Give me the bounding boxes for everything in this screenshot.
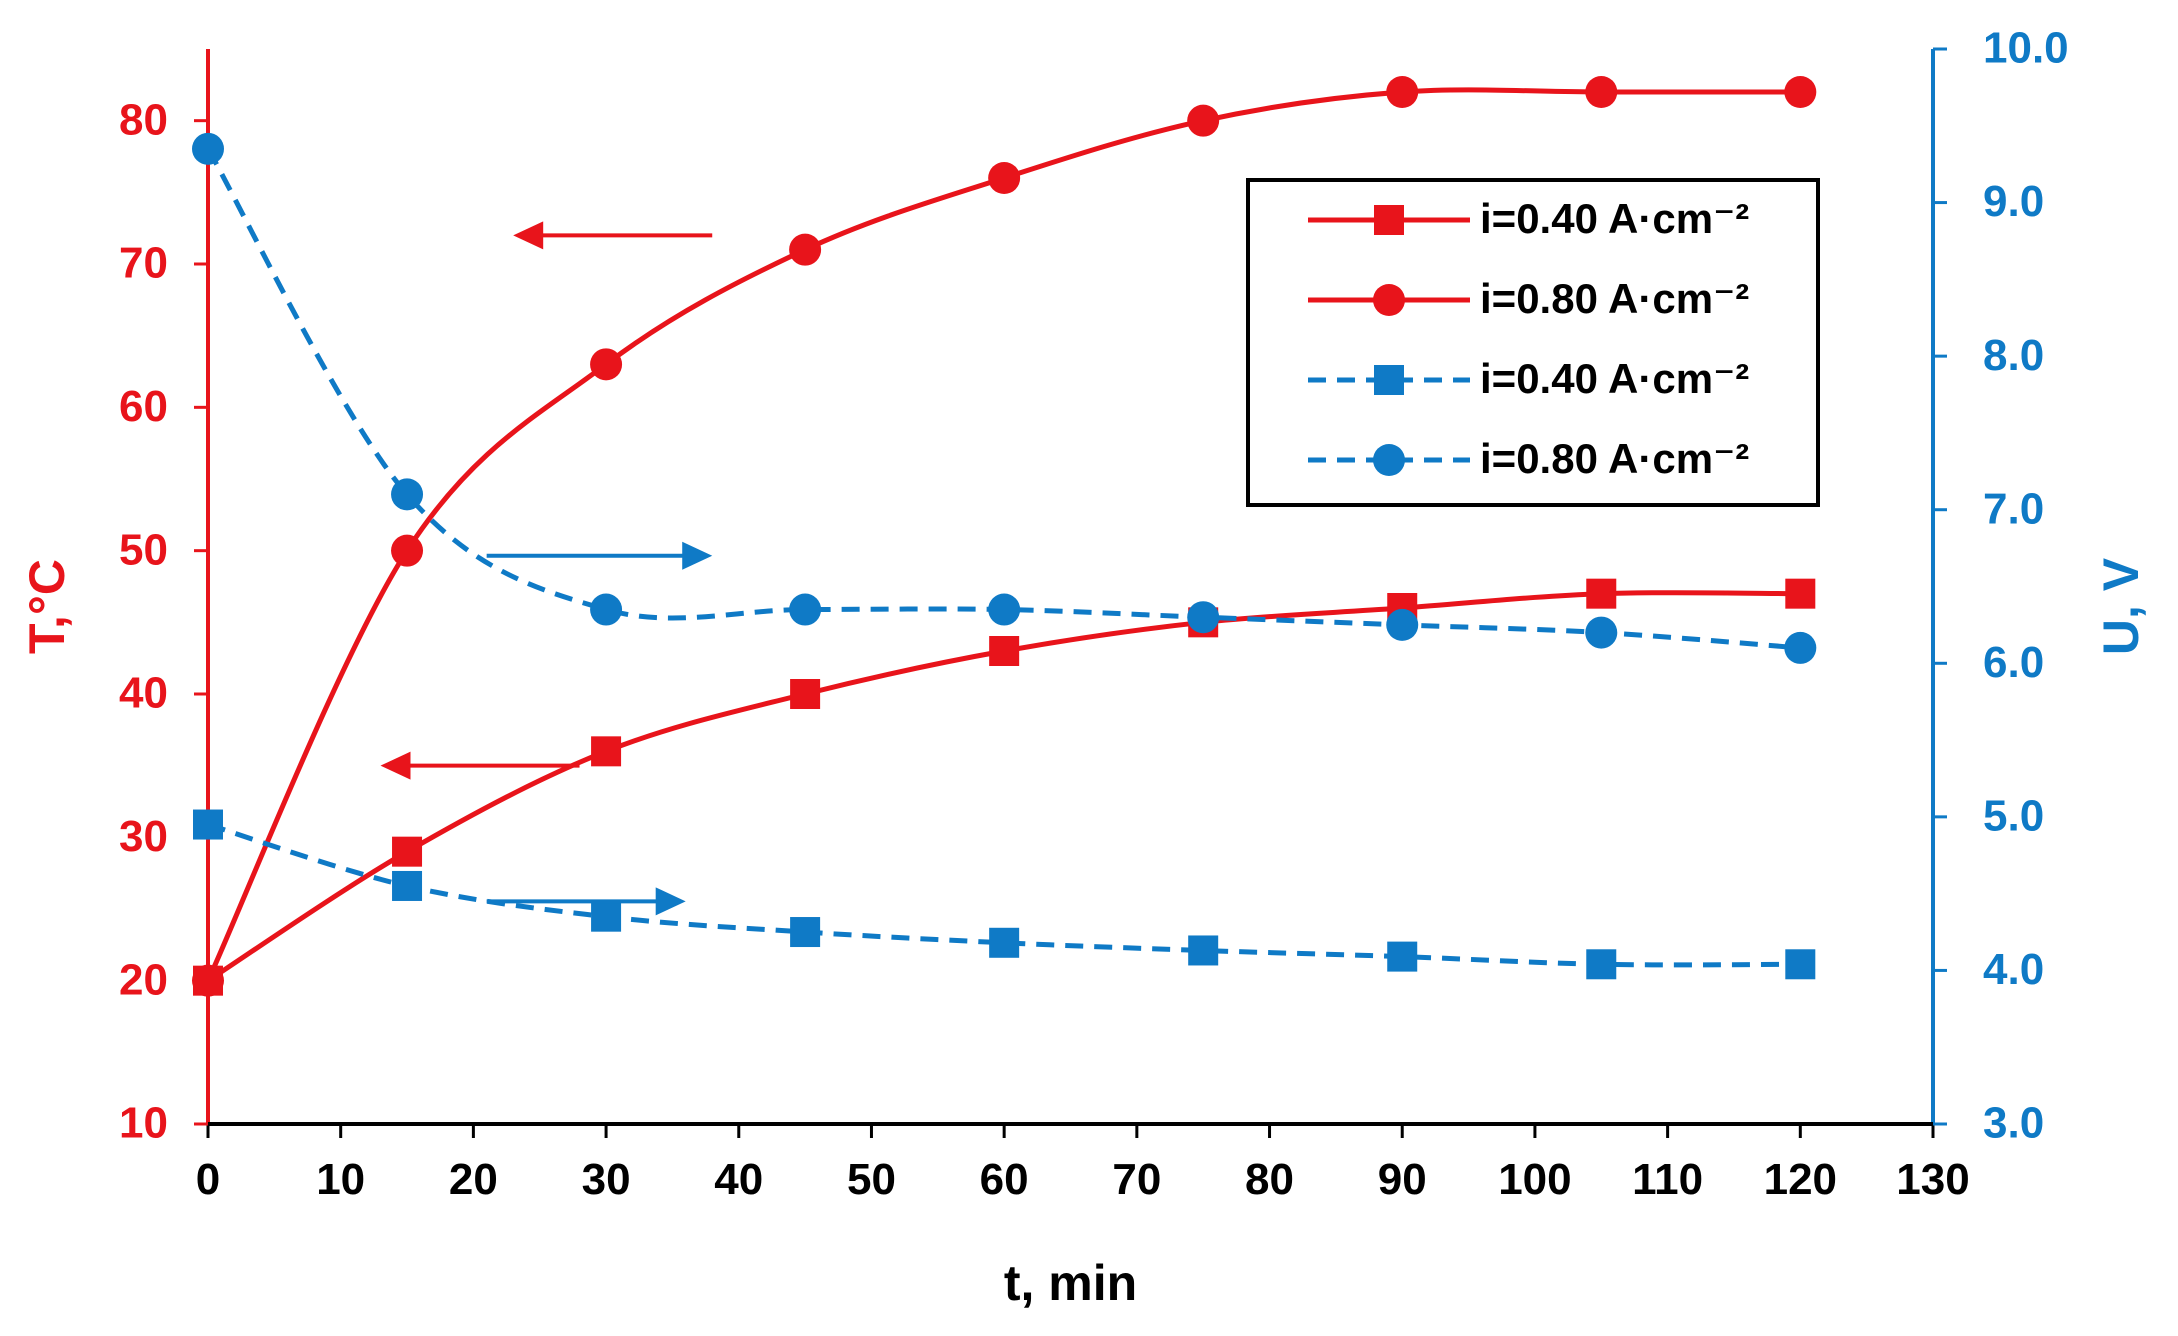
arrow-head bbox=[655, 887, 686, 916]
arrow-head bbox=[380, 751, 411, 780]
series-2-t-circle bbox=[192, 76, 1817, 997]
x-tick-label: 130 bbox=[1896, 1155, 1969, 1204]
data-point bbox=[392, 870, 423, 901]
x-tick-label: 30 bbox=[582, 1155, 631, 1204]
left-y-tick-label: 10 bbox=[119, 1099, 168, 1148]
data-point bbox=[989, 636, 1020, 666]
legend-marker bbox=[1373, 284, 1405, 316]
series-4-u-circle bbox=[192, 132, 1817, 664]
right-y-tick-label: 7.0 bbox=[1983, 484, 2044, 533]
legend-marker bbox=[1374, 205, 1404, 235]
data-point bbox=[1187, 104, 1220, 137]
arrow-head bbox=[682, 541, 713, 570]
left-y-tick-label: 60 bbox=[119, 382, 168, 431]
legend-label: i=0.80 A·cm⁻² bbox=[1480, 275, 1749, 322]
data-point bbox=[1387, 941, 1418, 972]
legend-marker bbox=[1374, 365, 1404, 395]
data-point bbox=[391, 478, 424, 511]
right-y-tick-label: 5.0 bbox=[1983, 791, 2044, 840]
arrow-left bbox=[513, 221, 713, 250]
data-point bbox=[392, 836, 423, 867]
legend-label: i=0.80 A·cm⁻² bbox=[1480, 435, 1749, 482]
data-point bbox=[1585, 76, 1618, 108]
legend-entry: i=0.40 A·cm⁻² bbox=[1308, 195, 1749, 242]
data-point bbox=[1585, 616, 1618, 649]
annotations-layer bbox=[380, 221, 713, 916]
legend-label: i=0.40 A·cm⁻² bbox=[1480, 195, 1749, 242]
data-point bbox=[591, 736, 622, 767]
x-tick-label: 90 bbox=[1378, 1155, 1427, 1204]
series-line bbox=[205, 147, 1801, 651]
data-point bbox=[1386, 76, 1419, 108]
legend-label: i=0.40 A·cm⁻² bbox=[1480, 355, 1749, 402]
data-point bbox=[988, 593, 1021, 626]
legend-entry: i=0.80 A·cm⁻² bbox=[1308, 435, 1749, 482]
data-point bbox=[789, 593, 822, 626]
legend-box bbox=[1246, 178, 1820, 507]
x-tick-label: 100 bbox=[1498, 1155, 1571, 1204]
right-y-tick-label: 6.0 bbox=[1983, 638, 2044, 687]
data-point bbox=[1586, 949, 1617, 980]
left-y-tick-label: 20 bbox=[119, 955, 168, 1004]
data-point bbox=[192, 964, 224, 997]
right-y-tick-label: 3.0 bbox=[1983, 1099, 2044, 1148]
arrow-left bbox=[380, 751, 580, 780]
x-tick-label: 60 bbox=[980, 1155, 1029, 1204]
x-tick-label: 120 bbox=[1764, 1155, 1837, 1204]
data-point bbox=[590, 593, 623, 626]
arrow-head bbox=[513, 221, 544, 250]
data-point bbox=[192, 132, 224, 165]
left-y-tick-label: 80 bbox=[119, 95, 168, 144]
data-point bbox=[790, 679, 821, 709]
legend-marker bbox=[1373, 444, 1405, 476]
arrow-right bbox=[486, 887, 686, 916]
data-point bbox=[1386, 608, 1419, 641]
series-line bbox=[207, 822, 1801, 968]
labels-layer: 0 10 20 30 40 50 60 70 80 90 100 110 120 130 10 20 30 40 5… bbox=[19, 24, 2149, 1311]
x-tick-label: 110 bbox=[1632, 1155, 1703, 1204]
series-3-u-square bbox=[193, 809, 1816, 980]
data-point bbox=[790, 917, 821, 948]
x-tick-label: 70 bbox=[1112, 1155, 1161, 1204]
x-tick-label: 50 bbox=[847, 1155, 896, 1204]
left-y-tick-label: 40 bbox=[119, 669, 168, 718]
right-y-tick-label: 9.0 bbox=[1983, 177, 2044, 226]
x-axis-title: t, min bbox=[1004, 1255, 1137, 1311]
arrow-right bbox=[486, 541, 713, 570]
data-point bbox=[1785, 578, 1816, 609]
data-point bbox=[789, 233, 822, 266]
x-tick-label: 10 bbox=[316, 1155, 365, 1204]
data-point bbox=[1187, 601, 1220, 634]
right-y-tick-label: 10.0 bbox=[1983, 24, 2069, 73]
legend-entry: i=0.40 A·cm⁻² bbox=[1308, 355, 1749, 402]
x-tick-label: 40 bbox=[714, 1155, 763, 1204]
legend-entry: i=0.80 A·cm⁻² bbox=[1308, 275, 1749, 322]
data-point bbox=[391, 534, 424, 567]
axes-layer bbox=[194, 47, 1947, 1138]
data-point bbox=[1784, 76, 1817, 108]
data-point bbox=[1586, 578, 1617, 609]
left-y-tick-label: 30 bbox=[119, 812, 168, 861]
data-point bbox=[1785, 949, 1816, 980]
x-tick-label: 20 bbox=[449, 1155, 498, 1204]
data-point bbox=[989, 927, 1020, 958]
data-point bbox=[591, 901, 622, 932]
data-point bbox=[1784, 631, 1817, 664]
x-tick-label: 0 bbox=[196, 1155, 220, 1204]
left-y-tick-label: 50 bbox=[119, 525, 168, 574]
right-y-tick-label: 8.0 bbox=[1983, 331, 2044, 380]
right-y-tick-label: 4.0 bbox=[1983, 945, 2044, 994]
x-tick-label: 80 bbox=[1245, 1155, 1294, 1204]
left-y-axis-title: T,°C bbox=[19, 559, 75, 654]
left-y-tick-label: 70 bbox=[119, 239, 168, 288]
data-point bbox=[193, 809, 223, 840]
data-point bbox=[988, 162, 1021, 194]
data-point bbox=[590, 348, 623, 381]
right-y-axis-title: U, V bbox=[2093, 557, 2149, 655]
legend: i=0.40 A·cm⁻² i=0.80 A·cm⁻² i=0.40 A·cm⁻² i… bbox=[1246, 178, 1820, 507]
series-layer bbox=[192, 76, 1817, 997]
data-point bbox=[1188, 935, 1219, 966]
